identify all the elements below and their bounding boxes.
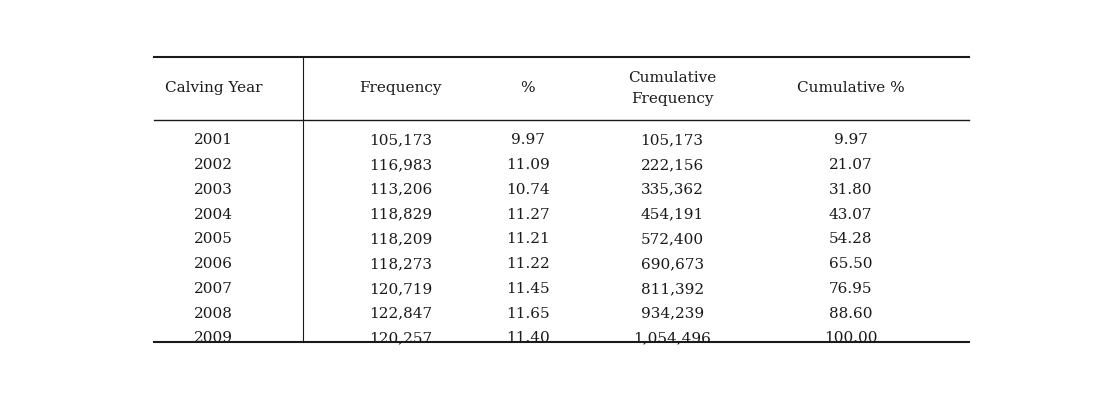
Text: 10.74: 10.74 — [506, 183, 549, 197]
Text: 1,054,496: 1,054,496 — [633, 331, 711, 346]
Text: 65.50: 65.50 — [829, 257, 872, 271]
Text: 11.40: 11.40 — [506, 331, 549, 346]
Text: 105,173: 105,173 — [369, 133, 432, 147]
Text: 100.00: 100.00 — [824, 331, 877, 346]
Text: 11.09: 11.09 — [506, 158, 549, 172]
Text: Frequency: Frequency — [359, 81, 442, 96]
Text: 222,156: 222,156 — [640, 158, 704, 172]
Text: 335,362: 335,362 — [641, 183, 704, 197]
Text: 2007: 2007 — [194, 282, 232, 296]
Text: 2005: 2005 — [194, 232, 232, 246]
Text: 54.28: 54.28 — [829, 232, 872, 246]
Text: 88.60: 88.60 — [829, 307, 872, 321]
Text: 120,719: 120,719 — [368, 282, 432, 296]
Text: 21.07: 21.07 — [829, 158, 872, 172]
Text: 690,673: 690,673 — [640, 257, 704, 271]
Text: 9.97: 9.97 — [511, 133, 545, 147]
Text: 116,983: 116,983 — [368, 158, 432, 172]
Text: 31.80: 31.80 — [829, 183, 872, 197]
Text: 2006: 2006 — [194, 257, 233, 271]
Text: 11.21: 11.21 — [506, 232, 549, 246]
Text: Calving Year: Calving Year — [164, 81, 262, 96]
Text: 2002: 2002 — [194, 158, 233, 172]
Text: 934,239: 934,239 — [640, 307, 704, 321]
Text: 572,400: 572,400 — [640, 232, 704, 246]
Text: 11.22: 11.22 — [506, 257, 549, 271]
Text: 122,847: 122,847 — [368, 307, 432, 321]
Text: 113,206: 113,206 — [368, 183, 432, 197]
Text: 2004: 2004 — [194, 207, 233, 222]
Text: 11.27: 11.27 — [506, 207, 549, 222]
Text: Cumulative %: Cumulative % — [797, 81, 904, 96]
Text: 76.95: 76.95 — [829, 282, 872, 296]
Text: Cumulative
Frequency: Cumulative Frequency — [628, 71, 717, 106]
Text: 811,392: 811,392 — [640, 282, 704, 296]
Text: 2001: 2001 — [194, 133, 233, 147]
Text: 43.07: 43.07 — [829, 207, 872, 222]
Text: 2008: 2008 — [194, 307, 232, 321]
Text: 105,173: 105,173 — [641, 133, 704, 147]
Text: %: % — [521, 81, 535, 96]
Text: 11.65: 11.65 — [506, 307, 549, 321]
Text: 11.45: 11.45 — [506, 282, 549, 296]
Text: 118,829: 118,829 — [368, 207, 432, 222]
Text: 2009: 2009 — [194, 331, 233, 346]
Text: 118,273: 118,273 — [369, 257, 432, 271]
Text: 9.97: 9.97 — [834, 133, 867, 147]
Text: 118,209: 118,209 — [368, 232, 432, 246]
Text: 454,191: 454,191 — [640, 207, 704, 222]
Text: 2003: 2003 — [194, 183, 232, 197]
Text: 120,257: 120,257 — [368, 331, 432, 346]
